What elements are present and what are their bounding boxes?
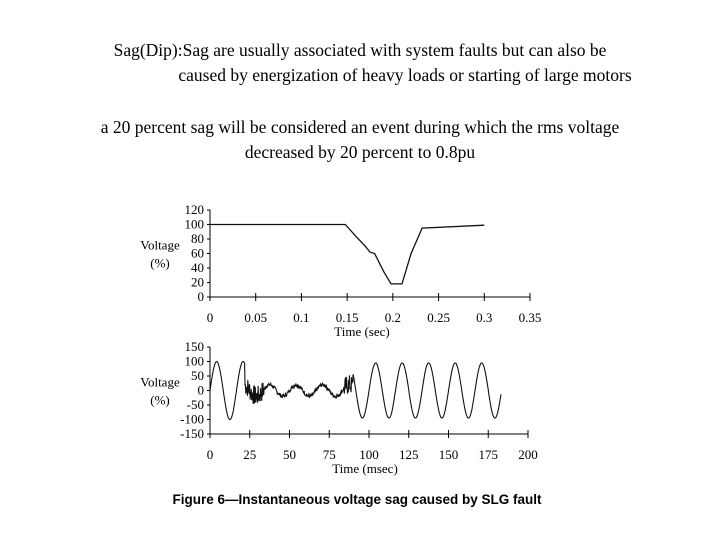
y-axis-label: Voltage — [140, 375, 180, 390]
x-tick-label: 150 — [439, 447, 459, 462]
heading-line-2: caused by energization of heavy loads or… — [178, 65, 632, 85]
y-tick-label: 0 — [198, 383, 205, 398]
y-tick-label: 120 — [185, 202, 205, 217]
y-tick-label: 80 — [191, 231, 204, 246]
x-tick-label: 0.15 — [336, 310, 359, 325]
instantaneous-voltage-series — [209, 360, 502, 421]
y-tick-label: 100 — [185, 354, 205, 369]
x-tick-label: 100 — [359, 447, 379, 462]
slide-heading: Sag(Dip):Sag are usually associated with… — [0, 38, 720, 88]
y-tick-label: 100 — [185, 217, 205, 232]
x-tick-label: 0.05 — [244, 310, 267, 325]
y-tick-label: -50 — [187, 397, 204, 412]
y-tick-label: -100 — [180, 412, 204, 427]
x-axis-label: Time (sec) — [334, 324, 390, 339]
body-line-1: a 20 percent sag will be considered an e… — [100, 117, 620, 137]
x-tick-label: 0 — [207, 310, 214, 325]
heading-line-1: Sag(Dip):Sag are usually associated with… — [113, 40, 607, 60]
x-tick-label: 75 — [323, 447, 336, 462]
x-tick-label: 175 — [479, 447, 499, 462]
x-tick-label: 0.3 — [476, 310, 492, 325]
x-tick-label: 0 — [207, 447, 214, 462]
y-axis-label: Voltage — [140, 238, 180, 253]
x-tick-label: 25 — [243, 447, 256, 462]
slide-body: a 20 percent sag will be considered an e… — [0, 115, 720, 165]
x-tick-label: 125 — [399, 447, 419, 462]
x-tick-label: 200 — [518, 447, 538, 462]
y-tick-label: -150 — [180, 426, 204, 441]
rms-voltage-series — [210, 223, 485, 285]
y-tick-label: 50 — [191, 368, 204, 383]
y-tick-label: 0 — [198, 289, 205, 304]
x-tick-label: 0.25 — [427, 310, 450, 325]
y-axis-unit: (%) — [150, 256, 170, 271]
x-tick-label: 0.35 — [519, 310, 542, 325]
y-tick-label: 150 — [185, 339, 205, 354]
y-axis-unit: (%) — [150, 393, 170, 408]
y-tick-label: 40 — [191, 260, 204, 275]
figure-caption: Figure 6—Instantaneous voltage sag cause… — [172, 492, 542, 507]
y-tick-label: 20 — [191, 275, 204, 290]
body-line-2: decreased by 20 percent to 0.8pu — [244, 142, 476, 162]
x-axis-label: Time (msec) — [332, 461, 398, 476]
x-tick-label: 0.1 — [293, 310, 309, 325]
x-tick-label: 50 — [283, 447, 296, 462]
y-tick-label: 60 — [191, 246, 204, 261]
x-tick-label: 0.2 — [385, 310, 401, 325]
